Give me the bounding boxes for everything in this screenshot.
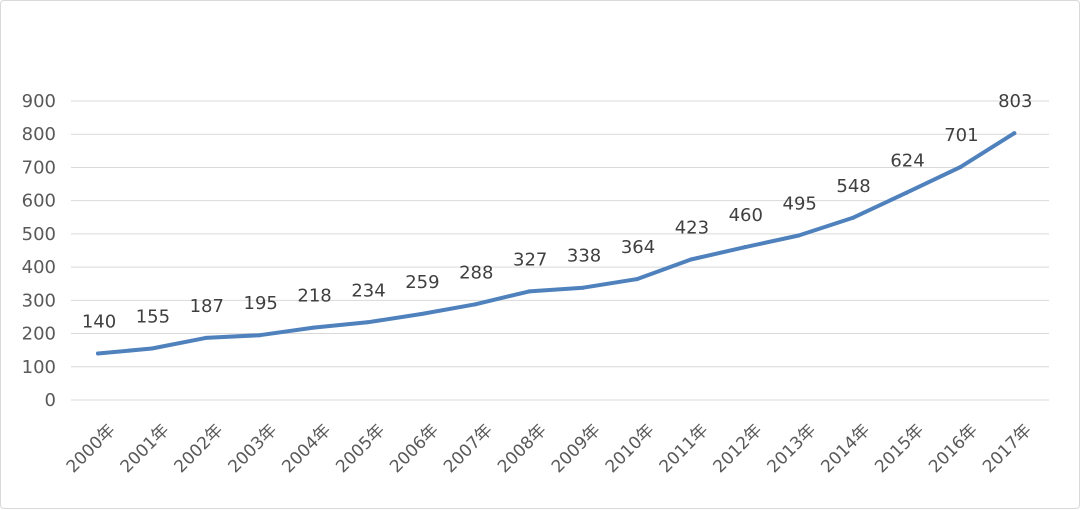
x-tick-label: 2004年: [278, 420, 335, 477]
data-label: 423: [675, 217, 709, 238]
series-layer: [96, 131, 1017, 356]
gridlines: [71, 100, 1049, 401]
y-tick-label: 600: [22, 191, 56, 212]
x-tick-label: 2005年: [332, 420, 389, 477]
data-labels: 140 155 187 195 218 234 259 288 327 338 364 423 460 4…: [82, 91, 1033, 332]
data-label: 288: [459, 262, 493, 283]
data-point: [850, 215, 855, 220]
data-point: [688, 257, 693, 262]
data-point: [581, 285, 586, 290]
data-point: [419, 311, 424, 316]
data-label: 155: [136, 307, 170, 328]
data-label: 259: [405, 272, 439, 293]
x-tick-label: 2016年: [925, 420, 982, 477]
data-label: 364: [621, 237, 655, 258]
data-label: 234: [351, 280, 385, 301]
data-point: [958, 165, 963, 170]
x-tick-label: 2010年: [602, 420, 659, 477]
data-point: [257, 333, 262, 338]
data-point: [527, 289, 532, 294]
x-tick-label: 2002年: [171, 420, 228, 477]
data-point: [473, 302, 478, 307]
y-tick-label: 0: [45, 390, 56, 411]
data-label: 803: [998, 91, 1032, 112]
x-tick-label: 2017年: [979, 420, 1036, 477]
data-label: 195: [244, 293, 278, 314]
x-tick-label: 2015年: [871, 420, 928, 477]
data-label: 460: [729, 205, 763, 226]
series-line: [96, 131, 1017, 356]
data-label: 548: [836, 176, 870, 197]
x-tick-label: 2008年: [494, 420, 551, 477]
x-tick-label: 2013年: [763, 420, 820, 477]
data-point: [203, 335, 208, 340]
y-tick-label: 800: [22, 124, 56, 145]
data-label: 187: [190, 296, 224, 317]
data-point: [365, 320, 370, 325]
x-tick-label: 2000年: [63, 420, 120, 477]
data-label: 701: [944, 125, 978, 146]
data-point: [149, 346, 154, 351]
y-tick-label: 100: [22, 357, 56, 378]
data-point: [1012, 131, 1017, 136]
data-label: 140: [82, 311, 116, 332]
y-tick-label: 300: [22, 290, 56, 311]
data-point: [742, 245, 747, 250]
data-label: 218: [297, 286, 331, 307]
y-axis-tick-labels: 0 100 200 300 400 500 600 700 800 900: [22, 91, 56, 411]
data-label: 624: [890, 151, 924, 172]
x-tick-label: 2012年: [710, 420, 767, 477]
x-tick-label: 2014年: [817, 420, 874, 477]
x-axis-tick-labels: 2000年2001年2002年2003年2004年2005年2006年2007年…: [63, 420, 1036, 477]
y-tick-label: 400: [22, 257, 56, 278]
x-tick-label: 2001年: [117, 420, 174, 477]
data-point: [796, 233, 801, 238]
y-tick-label: 500: [22, 224, 56, 245]
y-tick-label: 900: [22, 91, 56, 112]
x-tick-label: 2009年: [548, 420, 605, 477]
x-tick-label: 2007年: [440, 420, 497, 477]
data-point: [635, 277, 639, 282]
data-point: [904, 190, 909, 195]
x-tick-label: 2006年: [386, 420, 443, 477]
data-point: [96, 351, 100, 356]
x-tick-label: 2003年: [224, 420, 281, 477]
data-label: 338: [567, 246, 601, 267]
data-point: [311, 325, 316, 330]
x-tick-label: 2011年: [656, 420, 713, 477]
y-tick-label: 200: [22, 324, 56, 345]
y-tick-label: 700: [22, 157, 56, 178]
data-label: 495: [783, 194, 817, 215]
data-label: 327: [513, 249, 547, 270]
